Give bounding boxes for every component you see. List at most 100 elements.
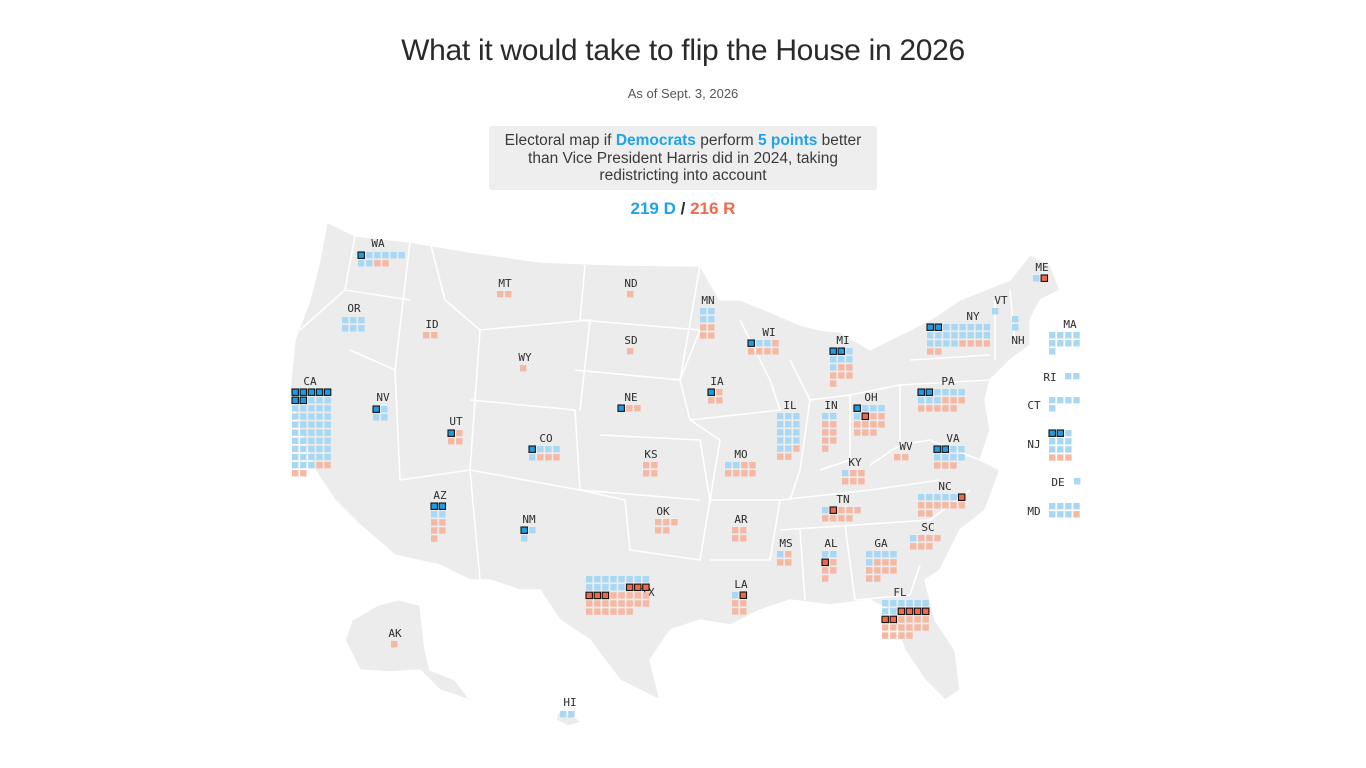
district-cell-ca — [308, 453, 315, 461]
state-label-pa: PA — [941, 375, 955, 388]
district-cell-mi — [830, 364, 837, 371]
state-label-ma: MA — [1063, 318, 1077, 331]
chart-title: What it would take to flip the House in … — [401, 34, 965, 67]
district-cell-ny — [935, 348, 942, 355]
district-cell-la — [740, 600, 747, 607]
district-cell-pa — [934, 405, 941, 412]
district-cell-ny — [951, 324, 958, 331]
district-cell-mn — [700, 324, 707, 331]
district-cell-mo — [725, 470, 732, 477]
district-cell-nv — [381, 414, 388, 421]
district-cell-ks — [643, 470, 650, 477]
state-label-oh: OH — [864, 391, 877, 404]
district-cell-wi — [756, 348, 763, 355]
district-cell-az-flip — [438, 502, 447, 510]
district-cell-va — [934, 454, 941, 461]
district-cell-mn — [708, 316, 715, 323]
district-cell-ca — [316, 413, 323, 420]
district-cell-ca — [308, 413, 315, 420]
district-cell-ny — [935, 332, 942, 339]
state-label-az: AZ — [433, 489, 447, 502]
state-label-or: OR — [347, 302, 361, 315]
district-cell-wi — [756, 340, 763, 347]
district-cell-ga — [890, 551, 897, 558]
district-cell-ca — [292, 429, 299, 436]
district-cell-oh — [870, 421, 877, 428]
district-cell-ne — [634, 405, 641, 412]
chart-subtitle: As of Sept. 3, 2026 — [627, 86, 739, 101]
district-cell-oh-flip — [861, 412, 870, 421]
district-cell-ca — [300, 429, 307, 436]
district-cell-fl — [882, 608, 889, 615]
district-cell-mi-flip — [837, 347, 846, 355]
border-line — [679, 265, 781, 421]
district-cell-pa-flip — [917, 388, 925, 396]
state-label-ri: RI — [1043, 371, 1056, 384]
district-cell-tn — [838, 515, 845, 522]
district-cell-il — [777, 413, 784, 420]
district-cell-oh — [862, 421, 869, 428]
district-cell-nh — [1012, 324, 1019, 331]
seat-tally: 219 D / 216 R — [0, 199, 1366, 219]
district-cell-mo — [733, 462, 740, 469]
district-cell-md — [1065, 511, 1072, 518]
district-cell-ar — [740, 535, 747, 542]
district-cell-wy — [520, 365, 527, 372]
district-cell-co — [537, 446, 544, 453]
district-cell-tx — [602, 584, 609, 591]
border-line — [344, 289, 411, 301]
state-label-nd: ND — [624, 277, 637, 290]
district-cell-tx — [634, 600, 641, 607]
district-cell-mi — [838, 372, 845, 379]
state-label-hi: HI — [563, 696, 576, 709]
district-cell-tx — [610, 576, 617, 583]
district-cell-tx — [618, 608, 625, 615]
district-cell-mi — [830, 380, 837, 387]
state-labels: WAORCANVIDMTWYUTAZCONMNDSDNEKSOKTXMNIAMO… — [303, 237, 1077, 709]
district-cell-or — [342, 317, 349, 324]
district-cell-nj — [1057, 438, 1064, 445]
district-cell-ca — [300, 437, 307, 444]
district-cell-pa — [918, 405, 925, 412]
district-cell-wa — [366, 260, 373, 267]
district-cell-pa — [934, 397, 941, 404]
district-cell-md — [1057, 503, 1064, 510]
district-cell-oh-flip — [853, 404, 861, 412]
district-cell-hi — [560, 711, 567, 718]
district-cell-in — [822, 437, 829, 444]
district-cell-ca — [292, 453, 299, 461]
district-cell-ne-flip — [617, 404, 625, 412]
district-cell-la — [732, 600, 739, 607]
border-line — [789, 359, 811, 501]
district-cell-fl — [906, 632, 913, 639]
district-cell-oh — [870, 405, 877, 412]
district-cell-ut — [448, 438, 455, 445]
district-cell-nc — [934, 502, 941, 509]
district-cell-ma — [1057, 332, 1064, 339]
district-cell-ca — [324, 429, 331, 436]
district-cell-ca — [324, 421, 331, 428]
district-cell-ga — [890, 559, 897, 566]
district-cell-tx — [626, 608, 633, 615]
district-cell-ak — [391, 641, 398, 648]
district-cell-ia-flip — [707, 388, 715, 396]
state-label-ms: MS — [779, 537, 792, 550]
district-cell-tn — [830, 515, 837, 522]
district-cell-az — [431, 511, 438, 518]
state-label-ar: AR — [734, 513, 748, 526]
district-cell-tx — [618, 600, 625, 607]
district-cell-mt — [497, 291, 504, 298]
state-label-wa: WA — [371, 237, 385, 250]
district-cell-pa — [926, 405, 933, 412]
district-cell-nm — [529, 527, 536, 534]
district-cell-az — [431, 527, 438, 534]
district-cell-al — [830, 551, 837, 558]
district-cell-md — [1049, 503, 1056, 510]
district-cell-pa — [934, 389, 941, 396]
district-cell-va — [958, 454, 965, 461]
border-line — [399, 469, 471, 481]
district-cell-ny — [967, 340, 974, 347]
district-cell-tn — [854, 507, 861, 514]
district-cell-nc-flip — [957, 493, 966, 501]
district-cell-la — [732, 592, 739, 599]
